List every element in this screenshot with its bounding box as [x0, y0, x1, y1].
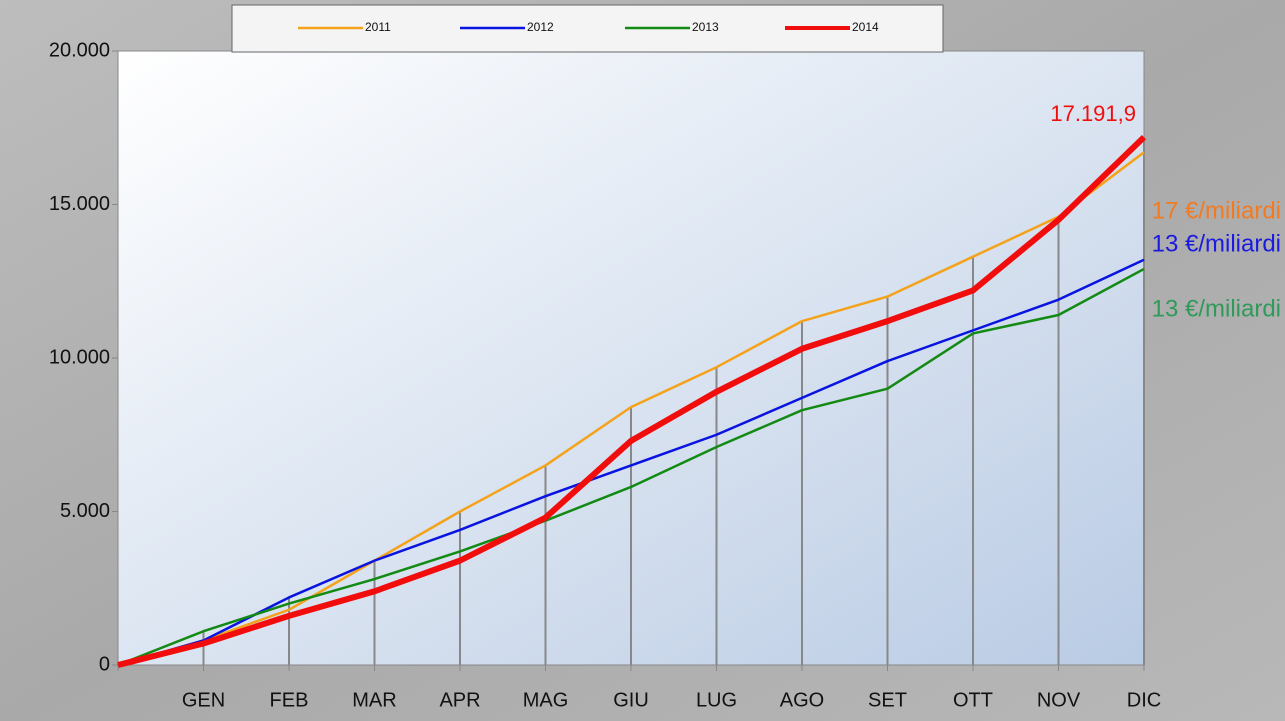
x-tick-label: SET: [868, 689, 907, 711]
y-tick-label: 5.000: [60, 500, 110, 522]
y-tick-label: 10.000: [49, 346, 110, 368]
legend-label: 2011: [365, 20, 391, 34]
x-tick-label: APR: [439, 689, 480, 711]
data-label: 17.191,9: [1050, 101, 1136, 126]
x-tick-label: DIC: [1127, 689, 1161, 711]
legend-label: 2014: [852, 20, 879, 34]
series-line: [117, 267, 1145, 667]
legend-label: 2012: [527, 20, 554, 34]
legend-label: 2013: [692, 20, 719, 34]
x-tick-label: NOV: [1037, 689, 1081, 711]
series-line: [117, 258, 1145, 667]
annotation: 17 €/miliardi: [1152, 197, 1281, 224]
y-tick-label: 20.000: [49, 39, 110, 61]
x-tick-label: GEN: [182, 689, 225, 711]
x-tick-label: OTT: [953, 689, 993, 711]
series-line: [117, 135, 1147, 668]
x-tick-label: GIU: [613, 689, 649, 711]
x-tick-label: AGO: [780, 689, 824, 711]
series-line: [117, 151, 1145, 667]
y-tick-label: 15.000: [49, 193, 110, 215]
annotation: 13 €/miliardi: [1152, 230, 1281, 257]
annotation: 13 €/miliardi: [1152, 295, 1281, 322]
x-tick-label: LUG: [696, 689, 737, 711]
x-tick-label: FEB: [270, 689, 309, 711]
x-tick-label: MAG: [523, 689, 569, 711]
y-tick-label: 0: [99, 653, 110, 675]
x-tick-label: MAR: [352, 689, 396, 711]
